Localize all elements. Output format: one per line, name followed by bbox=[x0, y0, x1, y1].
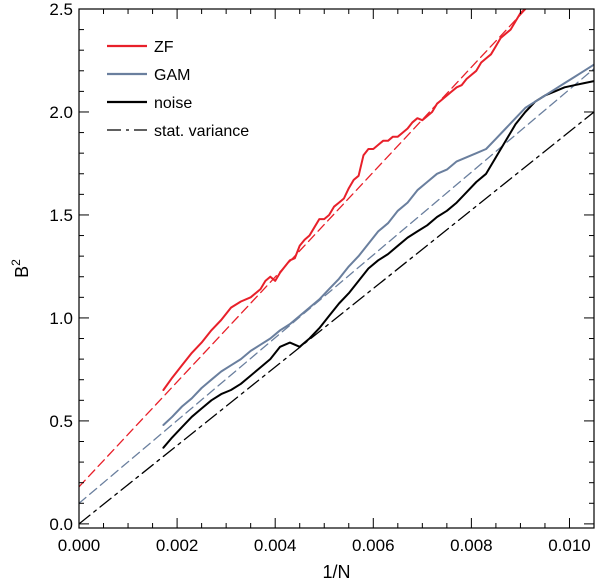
series-zf bbox=[162, 9, 527, 391]
series-gam bbox=[162, 63, 594, 426]
legend-label: GAM bbox=[154, 67, 190, 84]
series-zf-fit bbox=[79, 9, 527, 488]
y-tick-label: 2.5 bbox=[49, 0, 73, 19]
legend-label: noise bbox=[154, 95, 192, 112]
y-axis-title-base: B bbox=[12, 266, 32, 278]
y-tick-label: 2.0 bbox=[49, 103, 73, 122]
x-tick-label: 0.002 bbox=[156, 536, 199, 555]
x-tick-label: 0.000 bbox=[58, 536, 101, 555]
plot-frame bbox=[78, 8, 595, 529]
y-tick-label: 1.0 bbox=[49, 309, 73, 328]
y-tick-label: 1.5 bbox=[49, 206, 73, 225]
series-noise bbox=[162, 80, 594, 449]
ticks-layer: 0.000 0.002 0.004 0.006 0.008 0.010 0.0 0.5 1.0 1… bbox=[49, 0, 595, 555]
y-axis-title: B2 bbox=[9, 259, 32, 278]
x-tick-label: 0.010 bbox=[548, 536, 591, 555]
y-tick-label: 0.0 bbox=[49, 515, 73, 534]
legend-label: ZF bbox=[154, 39, 174, 56]
series-stat-variance bbox=[79, 111, 594, 525]
series-gam-fit bbox=[79, 68, 594, 504]
x-tick-label: 0.008 bbox=[450, 536, 493, 555]
y-tick-label: 0.5 bbox=[49, 412, 73, 431]
y-axis-title-sup: 2 bbox=[9, 259, 23, 266]
x-tick-label: 0.006 bbox=[352, 536, 395, 555]
legend-label: stat. variance bbox=[154, 123, 249, 140]
legend: ZF GAM noise stat. variance bbox=[107, 39, 249, 140]
x-tick-label: 0.004 bbox=[254, 536, 297, 555]
series-layer bbox=[79, 9, 594, 525]
x-axis-title: 1/N bbox=[322, 562, 350, 582]
